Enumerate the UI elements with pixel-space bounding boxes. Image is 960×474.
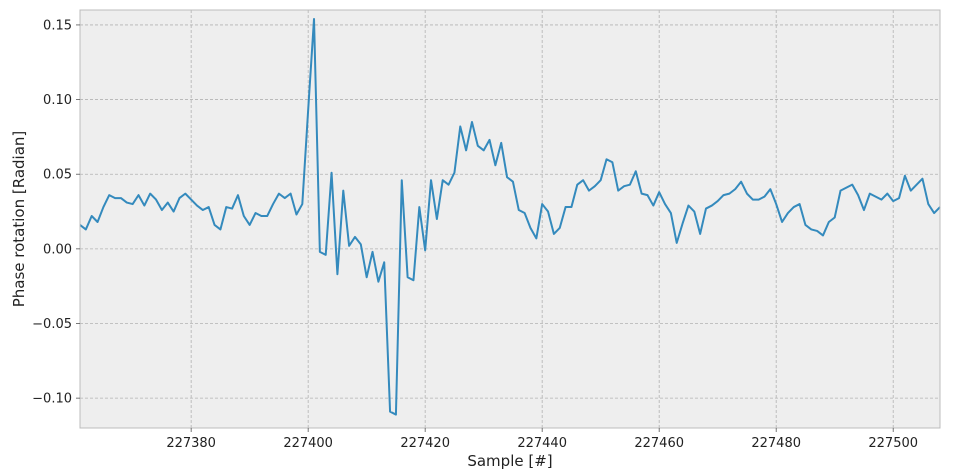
x-axis-ticks: 227380 227400 227420 227440 227460 227480 2275… xyxy=(166,428,918,451)
plot-area xyxy=(80,10,940,428)
x-tick-label: 227480 xyxy=(751,436,801,451)
y-tick-label: 0.10 xyxy=(43,93,72,108)
x-tick-label: 227440 xyxy=(517,436,567,451)
y-tick-label: −0.10 xyxy=(32,392,72,407)
y-tick-label: 0.00 xyxy=(43,242,72,257)
y-tick-label: −0.05 xyxy=(32,317,72,332)
x-tick-label: 227500 xyxy=(868,436,918,451)
plot-frame xyxy=(79,9,941,429)
y-axis-ticks: −0.10 −0.05 0.00 0.05 0.10 0.15 xyxy=(32,18,80,407)
series-line xyxy=(79,17,941,416)
grid-lines xyxy=(80,10,940,428)
y-tick-label: 0.05 xyxy=(43,168,72,183)
y-tick-label: 0.15 xyxy=(43,18,72,33)
y-axis-label: Phase rotation [Radian] xyxy=(10,131,28,308)
x-axis-label: Sample [#] xyxy=(467,452,552,470)
x-tick-label: 227400 xyxy=(283,436,333,451)
series-layer xyxy=(79,17,941,416)
x-tick-label: 227420 xyxy=(400,436,450,451)
x-tick-label: 227460 xyxy=(634,436,684,451)
x-tick-label: 227380 xyxy=(166,436,216,451)
